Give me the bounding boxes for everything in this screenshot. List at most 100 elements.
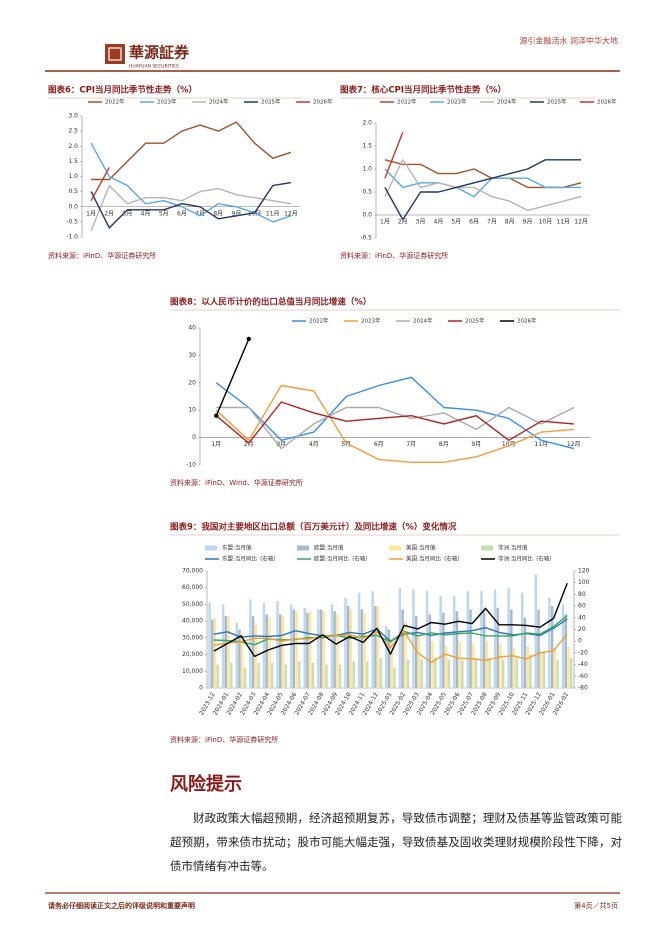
series-line (91, 121, 292, 181)
bar (303, 607, 306, 688)
y2-tick-label: 20 (578, 626, 586, 633)
y-tick-label: -10 (186, 462, 196, 469)
bar (523, 617, 527, 688)
x-tick-label: 7月 (406, 441, 416, 448)
y2-tick-label: -40 (578, 661, 588, 668)
bar (224, 616, 228, 688)
x-tick-label: 12月 (574, 219, 588, 226)
bar (262, 602, 266, 688)
y-tick-label: 40,000 (182, 618, 203, 625)
bar (474, 657, 478, 688)
bar (404, 621, 407, 688)
chart-title: 图表7：核心CPI当月同比季节性走势（%） (340, 85, 506, 96)
logo-icon (105, 44, 125, 64)
legend-label: 2023年 (447, 98, 467, 106)
legend-label: 2025年 (261, 98, 281, 106)
series-line (215, 376, 574, 450)
x-tick-label: 2月 (244, 441, 254, 448)
x-tick-label: 10月 (502, 441, 516, 448)
series-line (384, 159, 582, 212)
y2-tick-label: -60 (578, 673, 588, 680)
x-tick-label: 4月 (434, 219, 444, 226)
x-tick-label: 6月 (177, 210, 187, 217)
x-tick-label: 1月 (86, 210, 96, 217)
logo-en: HUAYUAN SECURITIES (129, 64, 179, 70)
bar (553, 647, 557, 688)
y2-tick-label: -80 (578, 685, 588, 692)
y-tick-label: 60,000 (182, 584, 203, 591)
bar (317, 609, 320, 688)
y2-tick-label: 60 (578, 603, 586, 610)
series-line (215, 401, 574, 444)
bar (240, 634, 244, 688)
x-tick-label: 9月 (471, 441, 481, 448)
source-note: 资料来源：iFinD、华源证券研究所 (170, 735, 278, 744)
bar (230, 662, 233, 688)
bar (529, 654, 532, 688)
legend-label: 2025年 (547, 98, 567, 106)
bar (556, 659, 559, 688)
series-line (215, 338, 250, 416)
bar (458, 641, 461, 688)
bar (548, 597, 551, 688)
legend-label: 2026年 (313, 98, 333, 106)
bar (298, 661, 301, 688)
bar (387, 629, 391, 688)
bar (461, 659, 464, 688)
bar (469, 609, 472, 688)
bar (444, 646, 448, 688)
series-line (90, 181, 292, 229)
bar (227, 616, 230, 688)
bar (485, 641, 489, 688)
bar (308, 611, 312, 688)
bar (376, 606, 380, 688)
y-tick-label: 2.0 (68, 143, 78, 150)
bar (455, 611, 459, 688)
legend-label: 欧盟:当月同比（右轴） (314, 555, 371, 563)
bar (338, 664, 342, 688)
bar (499, 642, 502, 688)
series-line (384, 159, 582, 189)
y-tick-label: 20,000 (182, 651, 203, 658)
bar (385, 626, 388, 688)
bar (390, 637, 393, 688)
bar (336, 614, 339, 688)
bar (447, 659, 451, 688)
bar (213, 617, 217, 688)
y2-tick-label: 80 (578, 591, 586, 598)
x-tick-label: 4月 (309, 441, 319, 448)
source-note: 资料来源：iFinD、华源证券研究所 (48, 251, 156, 260)
bar (431, 641, 434, 688)
legend-label: 2025年 (465, 317, 485, 325)
y2-tick-label: 120 (578, 568, 590, 575)
bar (325, 664, 328, 688)
series-line (90, 167, 110, 202)
section-title: 风险提示 (170, 774, 242, 795)
y-tick-label: 50,000 (182, 601, 203, 608)
bar (433, 657, 437, 688)
source-note: 资料来源：iFinD、Wind、华源证券研究所 (170, 478, 303, 487)
bar (406, 659, 410, 688)
x-tick-label: 1月 (211, 441, 221, 448)
x-tick-label: 3月 (276, 441, 286, 448)
bar (417, 634, 421, 688)
y-tick-label: -0.5 (360, 235, 372, 242)
y-tick-label: 0 (199, 685, 203, 692)
legend-label: 2022年 (309, 317, 329, 325)
bar (567, 646, 570, 688)
bar (482, 609, 486, 688)
y-tick-label: 3.0 (68, 113, 78, 120)
series-line (213, 583, 568, 658)
legend-swatch (389, 545, 401, 551)
legend-label: 2026年 (517, 317, 537, 325)
bar (526, 646, 529, 688)
y2-tick-label: 0 (578, 638, 582, 645)
bar (360, 609, 364, 688)
bar (453, 596, 456, 688)
x-tick-label: 5月 (159, 210, 169, 217)
bar (569, 657, 573, 688)
legend-label: 非洲:当月值 (498, 544, 528, 552)
y-tick-label: 1.5 (68, 158, 78, 165)
y2-tick-label: 100 (578, 579, 590, 586)
